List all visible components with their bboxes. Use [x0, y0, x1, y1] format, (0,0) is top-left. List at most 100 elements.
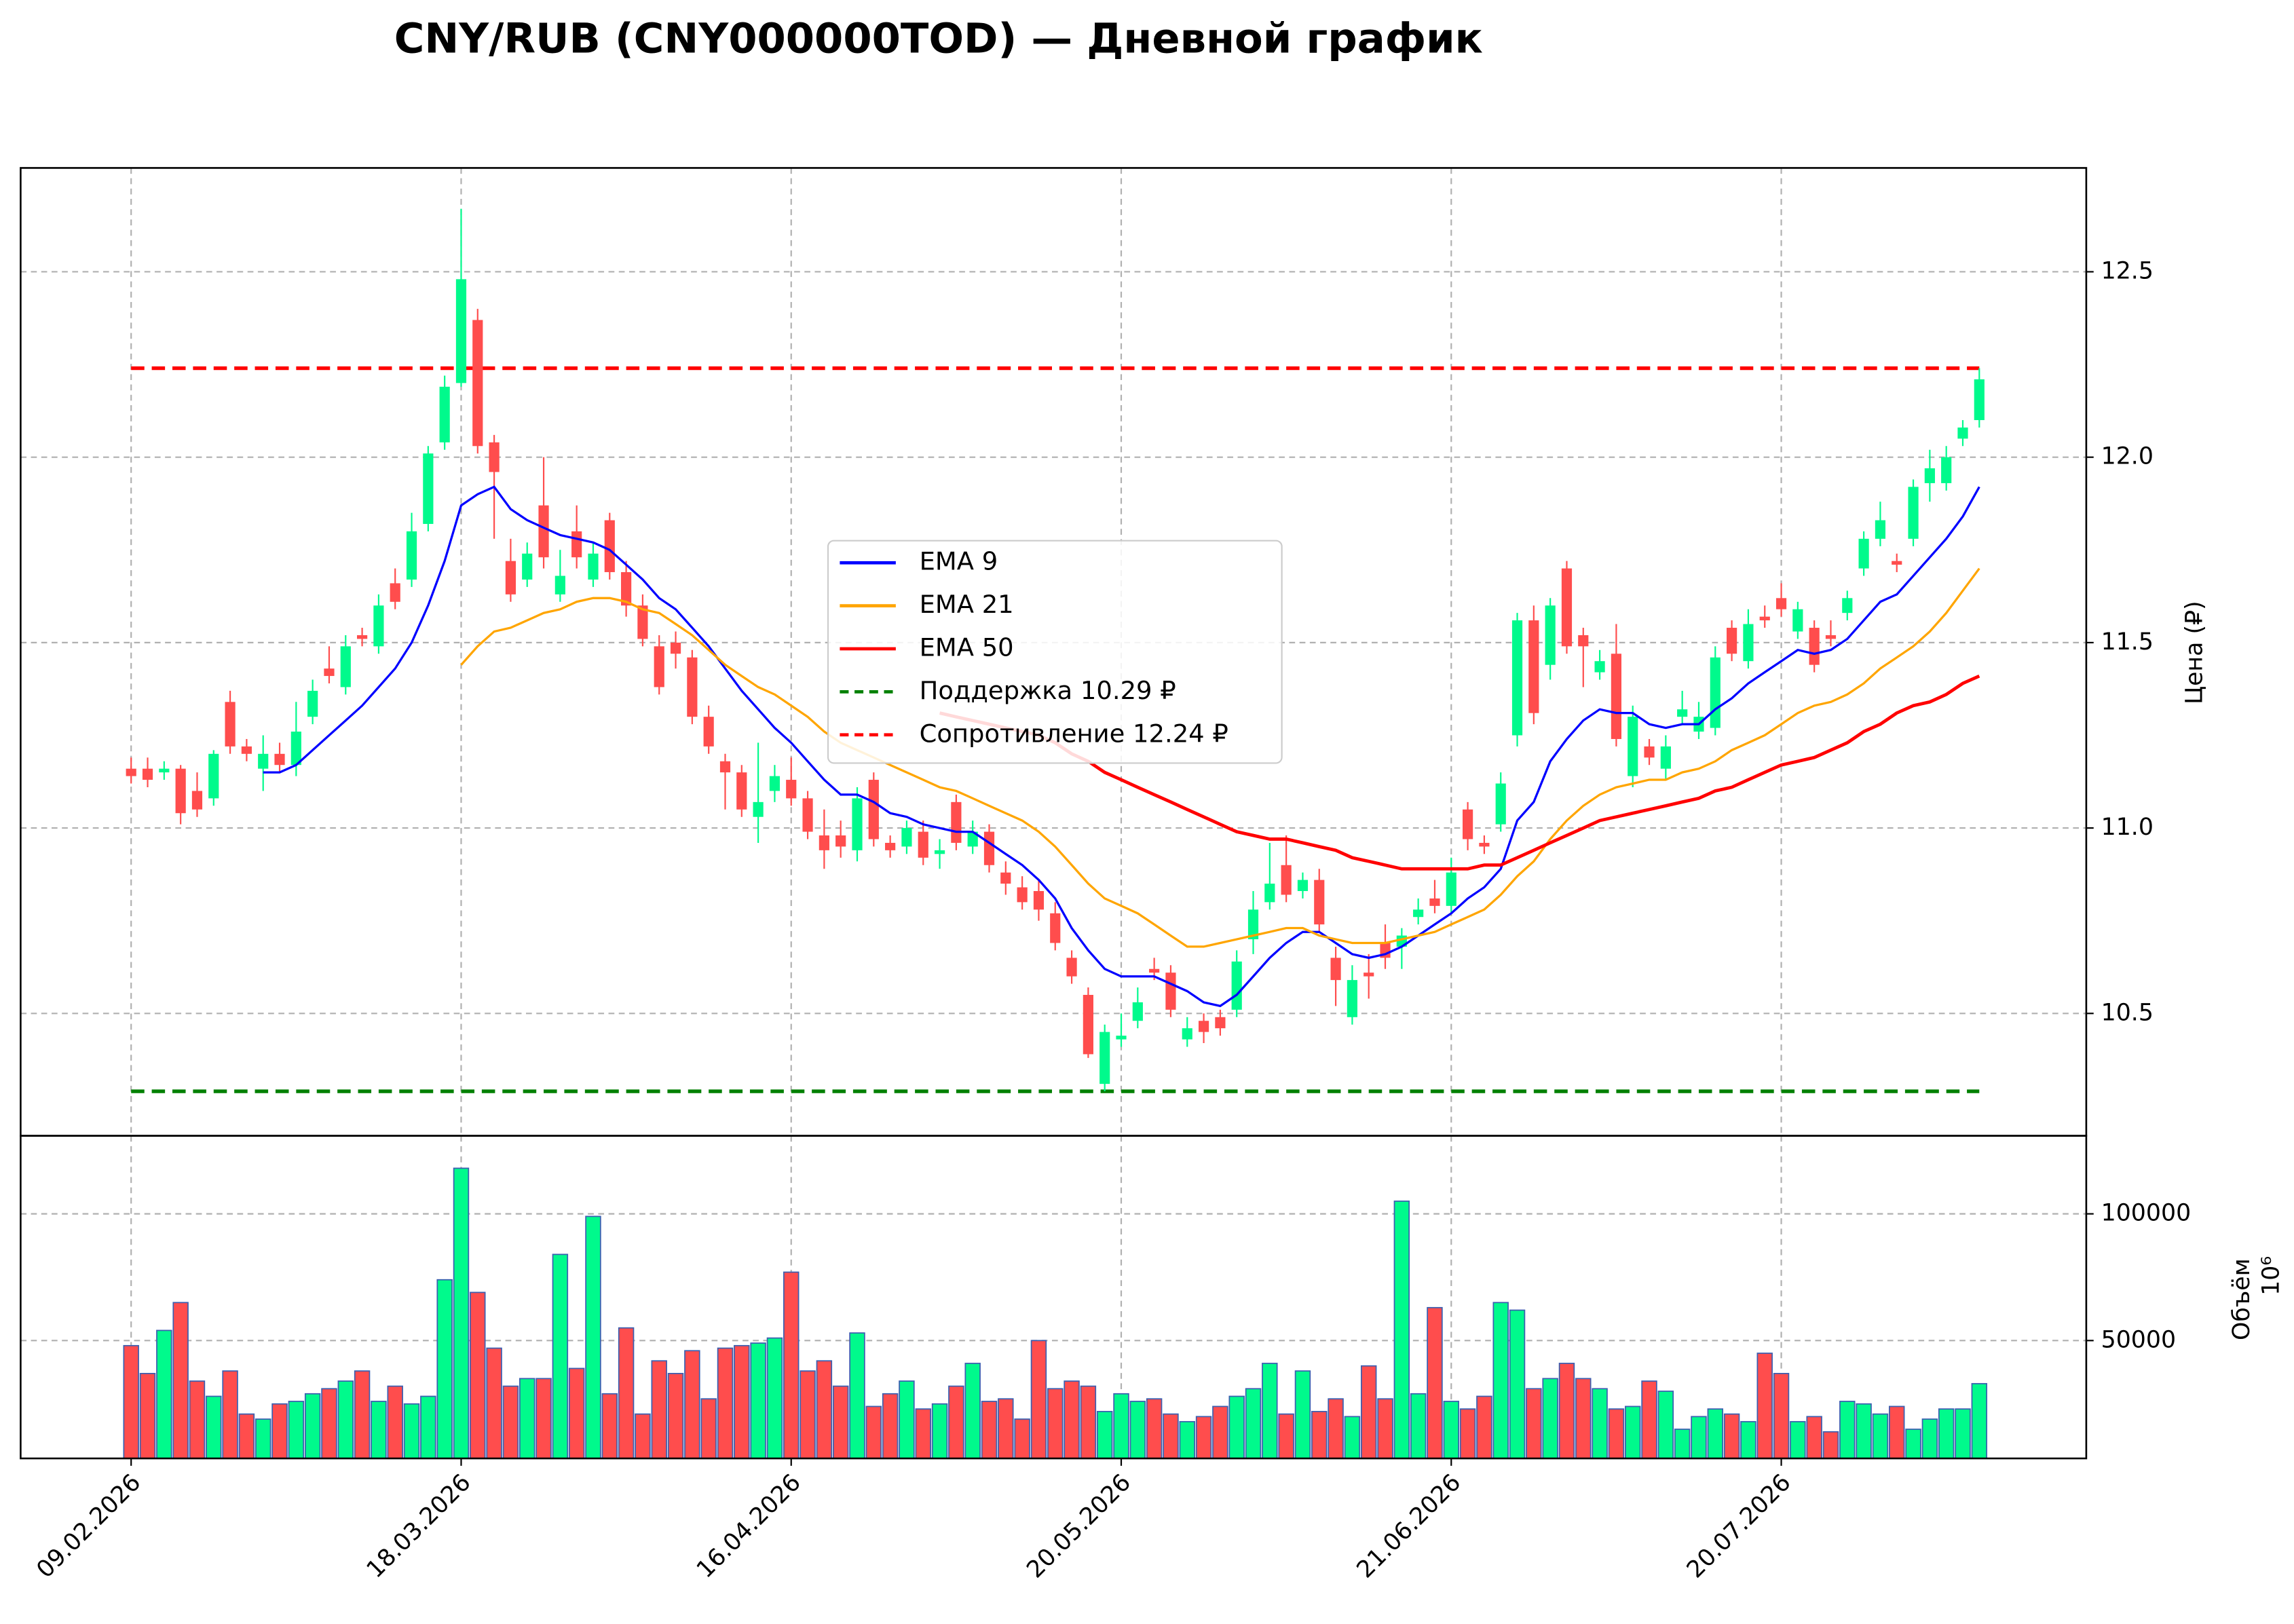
candle-body — [1017, 887, 1028, 903]
candle-body — [604, 520, 615, 573]
candle-body — [126, 768, 136, 776]
volume-bar — [800, 1370, 816, 1459]
candle-body — [423, 453, 434, 525]
candle-body — [406, 531, 417, 580]
candle-body — [1545, 605, 1556, 665]
candle-body — [1792, 609, 1803, 632]
candle-body — [1479, 842, 1490, 847]
candle-body — [1198, 1021, 1209, 1032]
volume-bar — [1773, 1373, 1790, 1459]
volume-bar — [1558, 1363, 1575, 1459]
candle-body — [637, 605, 648, 639]
volume-bar — [1476, 1395, 1492, 1459]
volume-bar — [1542, 1378, 1558, 1459]
candle-body — [554, 575, 565, 594]
candle-body — [670, 642, 681, 654]
volume-bar — [288, 1401, 305, 1459]
volume-bar — [189, 1380, 206, 1459]
legend-label: Поддержка 10.29 ₽ — [920, 676, 1176, 705]
volume-bar — [1691, 1416, 1707, 1459]
candle-body — [356, 635, 368, 639]
candle-body — [901, 828, 912, 847]
y-tick-label: 10.5 — [2101, 999, 2154, 1026]
candle-body — [1594, 661, 1605, 673]
volume-bar — [635, 1413, 651, 1459]
candle-body — [1364, 972, 1374, 977]
volume-bar — [1592, 1388, 1608, 1459]
candle-body — [472, 320, 483, 447]
volume-bar — [1822, 1431, 1839, 1459]
volume-bar — [1014, 1418, 1030, 1459]
candle-body — [951, 801, 962, 843]
volume-bar — [1905, 1429, 1921, 1459]
volume-bar — [915, 1408, 931, 1459]
volume-bar — [651, 1360, 667, 1459]
volume-bar — [849, 1332, 865, 1459]
candle-body — [621, 572, 632, 606]
legend-box — [827, 540, 1283, 764]
candle-body — [1132, 1002, 1143, 1021]
volume-bar — [1889, 1405, 1905, 1459]
volume-bar — [1856, 1403, 1872, 1459]
volume-bar — [1723, 1413, 1740, 1459]
candle-body — [1528, 620, 1539, 713]
candle-body — [258, 753, 269, 769]
volume-bar — [535, 1378, 552, 1459]
volume-bar — [1459, 1408, 1476, 1459]
candle-body — [439, 386, 450, 442]
ema-line — [460, 567, 1980, 948]
volume-bar — [899, 1380, 915, 1459]
candle-body — [1330, 958, 1341, 981]
volume-bar — [1740, 1420, 1756, 1459]
candle-body — [1677, 709, 1688, 717]
candle-body — [786, 780, 797, 799]
y-axis-label: Цена (₽) — [2181, 601, 2208, 704]
ema-line — [939, 674, 1980, 871]
candle-body — [1495, 783, 1506, 825]
volume-bar — [684, 1350, 700, 1459]
candle-body — [802, 798, 813, 832]
candle-body — [505, 561, 516, 594]
candle-body — [885, 842, 896, 850]
candle-body — [142, 768, 153, 780]
candle-body — [1281, 865, 1292, 895]
candle-body — [1083, 994, 1093, 1055]
candle-body — [1974, 379, 1985, 421]
candle-body — [687, 657, 698, 717]
candle-body — [1462, 809, 1473, 839]
volume-bar — [321, 1388, 337, 1459]
volume-bar — [667, 1373, 684, 1459]
candle-body — [967, 831, 978, 847]
volume-bar — [519, 1378, 535, 1459]
volume-bar — [1575, 1378, 1592, 1459]
legend-label: EMA 50 — [920, 632, 1014, 662]
volume-bar — [1129, 1401, 1146, 1459]
volume-bar — [1080, 1385, 1097, 1459]
volume-bar — [1492, 1302, 1509, 1459]
volume-bar — [1344, 1416, 1361, 1459]
candle-body — [538, 505, 549, 558]
volume-bar — [206, 1395, 222, 1459]
volume-bar — [1245, 1388, 1262, 1459]
volume-bar — [601, 1393, 618, 1459]
candle-body — [274, 753, 285, 766]
volume-bar — [734, 1344, 750, 1459]
volume-bar — [139, 1373, 156, 1459]
volume-bar — [865, 1405, 882, 1459]
candle-body — [489, 442, 500, 472]
candle-body — [1446, 872, 1456, 906]
candle-body — [208, 753, 219, 799]
volume-bar — [354, 1370, 371, 1459]
candle-body — [1000, 872, 1011, 884]
volume-bar — [1509, 1309, 1526, 1459]
volume-bar — [766, 1337, 783, 1459]
candle-body — [588, 553, 599, 580]
volume-bar — [436, 1279, 453, 1459]
candle-body — [1908, 487, 1919, 539]
candle-body — [373, 605, 384, 647]
candle-body — [819, 835, 829, 850]
candle-body — [703, 717, 714, 747]
volume-bar — [1608, 1408, 1625, 1459]
candle-body — [522, 553, 533, 580]
volume-bar — [1756, 1353, 1773, 1459]
